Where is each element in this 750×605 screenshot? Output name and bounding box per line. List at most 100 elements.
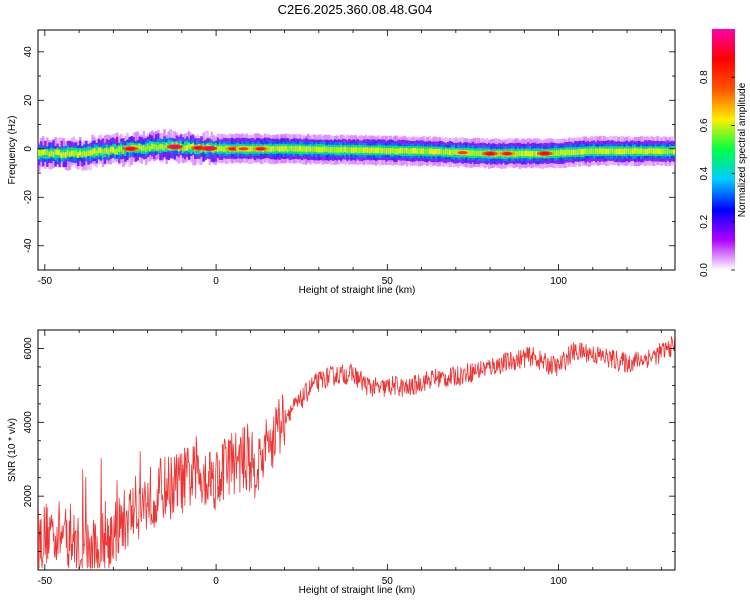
spectrogram-cell — [315, 146, 318, 152]
spectrogram-cell — [91, 149, 94, 155]
spectrogram-cell — [368, 147, 372, 154]
spectrogram-cell — [72, 150, 76, 157]
spectrogram-cell — [83, 150, 86, 157]
colorbar-tick-label: 0.2 — [699, 214, 710, 228]
snr-series-line — [38, 336, 675, 569]
spectrogram-cell — [52, 151, 55, 157]
spectrogram-cell — [588, 148, 592, 154]
spectrogram-cell — [566, 149, 569, 155]
spectrogram-cell — [278, 146, 281, 152]
colorbar-tick-label: 0.8 — [699, 70, 710, 84]
spectrogram-cell — [42, 149, 45, 155]
spectrogram-cell — [116, 148, 119, 155]
spectrogram-cell — [629, 148, 633, 155]
spectrogram-cell — [54, 149, 57, 160]
spectrogram-cell — [350, 147, 353, 153]
spectrogram-cell — [623, 148, 626, 155]
spectrogram-cell — [473, 150, 476, 157]
spectrogram-cell — [294, 146, 298, 152]
spectrogram-cell — [105, 148, 109, 154]
spectrogram-cell — [348, 147, 351, 153]
colorbar-tick-label: 0.0 — [699, 263, 710, 277]
spectrogram-cell — [148, 140, 152, 151]
spectrogram-cell — [414, 148, 417, 154]
spectrogram-cell — [124, 146, 127, 156]
y-tick-label: 2000 — [23, 485, 34, 508]
spectrogram-cell — [107, 149, 111, 155]
spectrogram-cell — [62, 151, 66, 158]
spectrogram-cell — [615, 148, 618, 155]
spectrogram-cell — [559, 149, 563, 156]
spectrogram-peak-core — [457, 151, 468, 155]
snr-x-ticks: -50 0 50 100 — [38, 330, 662, 587]
spectrogram-cell — [120, 146, 123, 152]
spectrogram-cell — [185, 145, 189, 151]
spectrogram-peak-core — [125, 147, 136, 151]
spectrogram-cell — [666, 148, 670, 155]
spectrogram-cell — [399, 147, 403, 154]
spectrogram-cell — [477, 150, 481, 156]
spectrogram-cell — [479, 150, 483, 156]
spectrogram-cell — [272, 146, 275, 152]
snr-panel: -50 0 50 100 2000 4000 6000 Height of straigh… — [7, 329, 676, 596]
spectrogram-cell — [155, 144, 158, 150]
spectrogram-cell — [183, 145, 187, 152]
spectrogram-cell — [625, 148, 629, 154]
spectrogram-cell — [524, 150, 528, 157]
spectrogram-cell — [356, 147, 359, 154]
spectrogram-cell — [114, 143, 117, 154]
x-tick-label: 100 — [550, 576, 567, 587]
spectrogram-cell — [325, 146, 329, 153]
spectrogram-cell — [301, 146, 304, 152]
spectrogram-cell — [432, 149, 435, 155]
spectrogram-cell — [383, 147, 386, 154]
spectrogram-y-label: Frequency (Hz) — [7, 116, 18, 185]
spectrogram-cell — [60, 152, 63, 159]
spectrogram-cell — [280, 145, 283, 152]
snr-y-ticks: 2000 4000 6000 — [23, 329, 675, 571]
spectrogram-cell — [576, 149, 579, 155]
spectrogram-cell — [654, 148, 657, 155]
spectrogram-cell — [292, 146, 296, 152]
spectrogram-cell — [140, 145, 144, 152]
spectrogram-cell — [650, 148, 653, 154]
spectrogram-cell — [153, 143, 156, 150]
spectrogram-cell — [553, 150, 557, 156]
spectrogram-cell — [44, 149, 47, 155]
spectrogram-cell — [617, 148, 620, 155]
spectrogram-cell — [352, 147, 355, 154]
spectrogram-cell — [181, 145, 185, 152]
spectrogram-cell — [268, 146, 271, 152]
spectrogram-cell — [638, 148, 641, 155]
spectrogram-cell — [594, 148, 598, 154]
spectrogram-cell — [38, 150, 41, 156]
snr-y-label: SNR (10 * v/v) — [7, 418, 18, 482]
spectrogram-cell — [333, 147, 337, 153]
colorbar: 0.0 0.2 0.4 0.6 0.8 Normalized spectral ampl… — [699, 29, 748, 277]
spectrogram-cell — [146, 144, 150, 150]
y-tick-label: 20 — [23, 94, 34, 106]
spectrogram-cell — [656, 148, 659, 154]
spectrogram-cell — [389, 148, 392, 154]
spectrogram-cell — [428, 148, 431, 155]
spectrogram-cell — [85, 151, 88, 157]
spectrogram-cell — [440, 148, 444, 155]
spectrogram-cell — [662, 148, 666, 154]
spectrogram-cell — [188, 143, 191, 149]
spectrogram-cell — [331, 147, 335, 153]
spectrogram-cell — [407, 148, 411, 155]
spectrogram-cell — [64, 152, 68, 158]
spectrogram-cell — [296, 146, 300, 152]
spectrogram-peak-core — [539, 151, 550, 156]
spectrogram-peak-core — [228, 147, 239, 151]
spectrogram-cell — [313, 146, 316, 152]
spectrogram-cell — [660, 148, 663, 155]
spectrogram-cell — [644, 148, 647, 155]
spectrogram-cell — [344, 146, 347, 153]
spectrogram-cell — [109, 147, 113, 153]
spectrogram-cell — [79, 150, 82, 156]
spectrogram-cell — [358, 147, 361, 153]
spectrogram-cell — [422, 148, 425, 154]
spectrogram-cell — [646, 148, 649, 155]
